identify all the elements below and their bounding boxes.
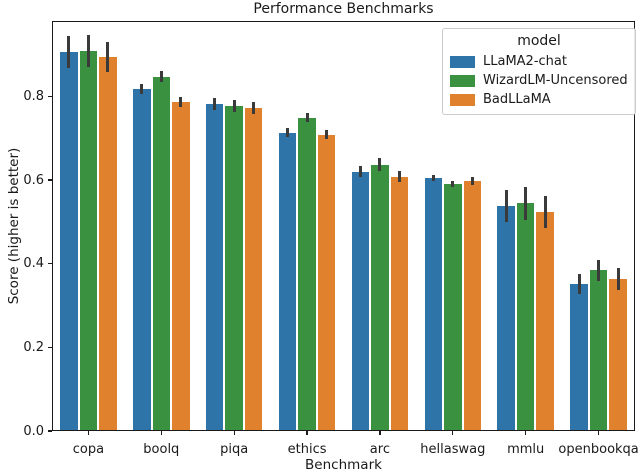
bar-wizardlm-uncensored-mmlu <box>516 203 535 430</box>
bar-badllama-openbookqa <box>609 279 627 430</box>
y-tick-mark-0.2 <box>47 346 52 348</box>
bar-badllama-ethics <box>317 134 336 430</box>
error-bar-llama2-chat-mmlu <box>504 189 508 223</box>
error-bar-wizardlm-uncensored-arc <box>378 158 382 171</box>
error-bar-wizardlm-uncensored-boolq <box>159 71 163 83</box>
error-bar-wizardlm-uncensored-ethics <box>305 113 309 123</box>
x-tick-mark-ethics <box>306 431 308 435</box>
bar-llama2-chat-ethics <box>278 132 297 430</box>
bar-badllama-mmlu <box>536 212 554 430</box>
error-bar-llama2-chat-ethics <box>286 128 290 138</box>
y-tick-mark-0.4 <box>47 263 52 265</box>
bar-llama2-chat-arc <box>351 171 370 430</box>
y-tick-label-0.6: 0.6 <box>23 172 44 188</box>
bar-wizardlm-uncensored-boolq <box>152 76 171 430</box>
bar-wizardlm-uncensored-piqa <box>225 105 243 430</box>
error-bar-badllama-ethics <box>325 130 329 140</box>
y-tick-label-0.8: 0.8 <box>23 88 44 104</box>
x-tick-label-hellaswag: hellaswag <box>420 442 486 457</box>
legend-label-badllama: BadLLaMA <box>483 92 551 107</box>
error-bar-llama2-chat-arc <box>358 165 362 178</box>
y-tick-label-0.4: 0.4 <box>23 256 44 272</box>
bar-badllama-hellaswag <box>463 180 482 430</box>
error-bar-badllama-boolq <box>179 97 183 108</box>
y-tick-mark-0.0 <box>47 430 52 432</box>
legend-item-badllama: BadLLaMA <box>450 90 628 109</box>
error-bar-badllama-piqa <box>252 102 256 114</box>
error-bar-llama2-chat-hellaswag <box>431 174 435 182</box>
error-bar-badllama-mmlu <box>543 196 547 229</box>
error-bar-wizardlm-uncensored-copa <box>86 35 90 67</box>
error-bar-badllama-openbookqa <box>616 268 620 291</box>
error-bar-llama2-chat-openbookqa <box>577 274 581 295</box>
bar-llama2-chat-hellaswag <box>424 177 443 430</box>
x-tick-mark-openbookqa <box>597 431 600 435</box>
bar-wizardlm-uncensored-hellaswag <box>444 184 462 430</box>
x-tick-label-boolq: boolq <box>143 442 180 457</box>
legend-swatch-llama2-chat <box>450 55 475 68</box>
error-bar-wizardlm-uncensored-mmlu <box>524 186 528 221</box>
legend-label-wizardlm-uncensored: WizardLM-Uncensored <box>483 73 628 88</box>
y-axis-label: Score (higher is better) <box>6 147 22 305</box>
x-tick-mark-piqa <box>233 431 235 435</box>
x-tick-label-ethics: ethics <box>287 442 327 457</box>
error-bar-badllama-copa <box>106 42 110 72</box>
bar-badllama-arc <box>390 176 409 430</box>
x-tick-label-arc: arc <box>369 442 390 457</box>
legend-swatch-wizardlm-uncensored <box>450 74 475 87</box>
bar-wizardlm-uncensored-openbookqa <box>589 270 608 430</box>
bar-wizardlm-uncensored-arc <box>371 164 389 430</box>
legend-swatch-badllama <box>450 93 475 106</box>
bar-llama2-chat-copa <box>60 52 78 430</box>
bar-badllama-piqa <box>244 108 263 430</box>
bar-wizardlm-uncensored-ethics <box>298 117 316 430</box>
x-tick-mark-hellaswag <box>452 431 454 435</box>
x-tick-mark-arc <box>379 431 381 435</box>
chart-title: Performance Benchmarks <box>253 1 434 17</box>
bar-badllama-boolq <box>172 102 190 430</box>
bar-wizardlm-uncensored-copa <box>79 51 98 430</box>
legend-label-llama2-chat: LLaMA2-chat <box>483 54 567 69</box>
bar-llama2-chat-piqa <box>205 104 224 430</box>
error-bar-wizardlm-uncensored-openbookqa <box>597 259 601 282</box>
x-tick-mark-boolq <box>160 431 162 435</box>
error-bar-badllama-arc <box>397 170 401 183</box>
y-tick-mark-0.8 <box>47 95 52 97</box>
error-bar-llama2-chat-piqa <box>213 98 217 111</box>
y-tick-mark-0.6 <box>47 179 52 181</box>
x-tick-label-piqa: piqa <box>220 442 249 457</box>
x-axis-label: Benchmark <box>305 457 382 473</box>
x-tick-label-openbookqa: openbookqa <box>558 442 639 457</box>
x-tick-mark-copa <box>87 431 90 435</box>
legend-items: LLaMA2-chat WizardLM-Uncensored BadLLaMA <box>450 52 628 109</box>
bar-badllama-copa <box>99 57 117 430</box>
error-bar-llama2-chat-copa <box>67 36 71 68</box>
legend-item-llama2-chat: LLaMA2-chat <box>450 52 628 71</box>
error-bar-badllama-hellaswag <box>470 177 474 185</box>
legend-title: model <box>517 33 561 49</box>
error-bar-llama2-chat-boolq <box>140 83 144 94</box>
x-tick-label-mmlu: mmlu <box>507 442 545 457</box>
error-bar-wizardlm-uncensored-hellaswag <box>451 180 455 188</box>
error-bar-wizardlm-uncensored-piqa <box>232 100 236 112</box>
bar-llama2-chat-mmlu <box>497 205 515 430</box>
legend-item-wizardlm-uncensored: WizardLM-Uncensored <box>450 71 628 90</box>
bar-llama2-chat-openbookqa <box>570 284 588 430</box>
legend: model LLaMA2-chat WizardLM-Uncensored BadL… <box>442 28 636 115</box>
x-tick-mark-mmlu <box>525 431 527 435</box>
bar-llama2-chat-boolq <box>133 88 151 430</box>
y-tick-label-0.2: 0.2 <box>23 339 44 355</box>
x-tick-label-copa: copa <box>72 442 105 457</box>
y-tick-label-0.0: 0.0 <box>23 423 44 439</box>
